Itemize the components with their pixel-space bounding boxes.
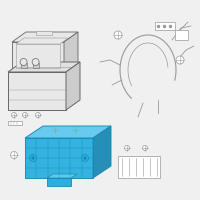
Polygon shape — [175, 30, 188, 40]
Polygon shape — [47, 174, 77, 178]
Circle shape — [176, 56, 184, 64]
Polygon shape — [118, 156, 160, 178]
Circle shape — [36, 112, 40, 117]
Polygon shape — [47, 178, 71, 186]
Circle shape — [20, 58, 27, 66]
Polygon shape — [8, 72, 66, 110]
Polygon shape — [8, 62, 80, 72]
Polygon shape — [16, 44, 60, 68]
Polygon shape — [25, 138, 93, 178]
Circle shape — [124, 146, 130, 150]
Circle shape — [52, 128, 58, 132]
Circle shape — [30, 154, 36, 162]
Polygon shape — [36, 31, 52, 35]
Circle shape — [142, 146, 148, 150]
Circle shape — [10, 152, 18, 158]
Circle shape — [32, 156, 35, 160]
Circle shape — [114, 31, 122, 39]
Circle shape — [72, 128, 78, 132]
Polygon shape — [66, 62, 80, 110]
Polygon shape — [25, 126, 111, 138]
Polygon shape — [16, 38, 68, 44]
Circle shape — [84, 156, 86, 160]
Circle shape — [22, 112, 28, 117]
Circle shape — [12, 112, 16, 117]
Polygon shape — [93, 126, 111, 178]
Polygon shape — [21, 63, 27, 68]
Polygon shape — [12, 32, 78, 42]
Circle shape — [82, 154, 88, 162]
Polygon shape — [12, 42, 64, 72]
Polygon shape — [64, 32, 78, 72]
Polygon shape — [33, 63, 39, 68]
Polygon shape — [155, 22, 175, 30]
Polygon shape — [8, 121, 22, 125]
Circle shape — [32, 58, 39, 66]
